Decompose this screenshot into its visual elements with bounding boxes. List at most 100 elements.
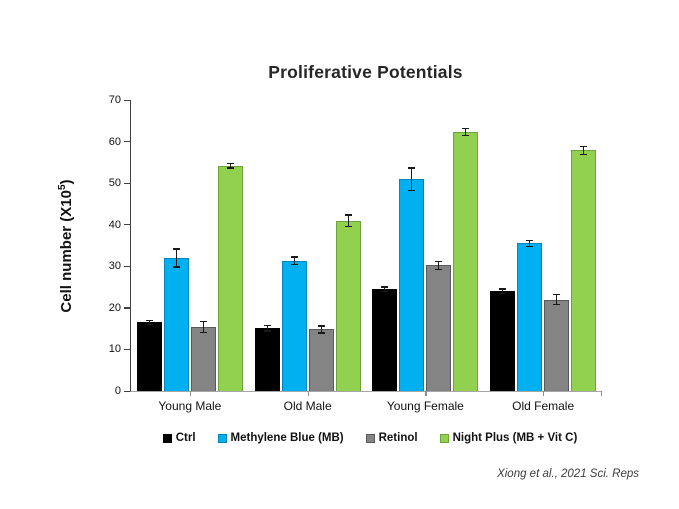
error-bar-stem-retinol-old-female <box>556 294 558 305</box>
error-bar-cap-top-night-plus-mb-vit-c-old-male <box>344 214 352 216</box>
y-tick-mark-50 <box>124 182 130 184</box>
error-bar-cap-top-ctrl-old-female <box>499 288 507 290</box>
error-bar-cap-top-retinol-old-female <box>553 293 561 295</box>
y-tick-label-0: 0 <box>114 385 121 397</box>
legend-item-methylene-blue-mb: Methylene Blue (MB) <box>217 432 344 444</box>
error-bar-stem-methylene-blue-mb-old-female <box>529 241 531 246</box>
legend-swatch-retinol-icon <box>365 433 375 443</box>
y-tick-mark-40 <box>124 224 130 226</box>
bar-night-plus-mb-vit-c-old-male <box>335 220 361 391</box>
error-bar-stem-retinol-young-female <box>438 261 440 270</box>
error-bar-stem-ctrl-young-female <box>384 287 386 291</box>
error-bar-cap-top-night-plus-mb-vit-c-old-female <box>580 145 588 147</box>
x-tick-mark-young-female <box>425 391 427 396</box>
x-tick-mark-young-male <box>189 391 192 396</box>
bar-retinol-old-male <box>308 329 334 391</box>
category-label-old-male: Old Male <box>283 399 332 413</box>
legend-swatch-methylene-blue-mb-icon <box>217 433 227 443</box>
error-bar-cap-top-methylene-blue-mb-old-male <box>290 256 298 258</box>
legend-swatch-night-plus-mb-vit-c-icon <box>439 433 449 443</box>
bar-ctrl-young-male <box>136 322 162 391</box>
error-bar-cap-top-retinol-young-male <box>199 320 207 322</box>
category-label-young-female: Young Female <box>386 399 464 413</box>
error-bar-stem-ctrl-young-male <box>148 320 150 325</box>
error-bar-cap-bottom-night-plus-mb-vit-c-young-female <box>462 134 470 136</box>
error-bar-stem-ctrl-old-female <box>502 289 504 293</box>
error-bar-cap-bottom-night-plus-mb-vit-c-young-male <box>226 167 234 169</box>
error-bar-cap-top-retinol-old-male <box>317 325 325 327</box>
y-tick-label-10: 10 <box>108 343 121 356</box>
error-bar-cap-bottom-methylene-blue-mb-young-male <box>172 266 180 268</box>
y-axis-label-superscript: 5 <box>57 184 68 191</box>
y-tick-label-20: 20 <box>108 301 121 314</box>
legend-item-ctrl: Ctrl <box>162 432 196 444</box>
error-bar-stem-night-plus-mb-vit-c-old-female <box>583 147 585 154</box>
legend-item-night-plus-mb-vit-c: Night Plus (MB + Vit C) <box>439 432 578 444</box>
error-bar-stem-night-plus-mb-vit-c-young-male <box>229 164 231 168</box>
error-bar-cap-bottom-retinol-old-male <box>317 332 325 334</box>
legend: Ctrl Methylene Blue (MB) Retinol Night Plus… <box>100 429 640 447</box>
error-bar-cap-top-methylene-blue-mb-young-female <box>408 167 416 169</box>
error-bar-cap-bottom-ctrl-old-male <box>263 330 271 332</box>
error-bar-stem-methylene-blue-mb-young-female <box>411 168 413 191</box>
bar-ctrl-old-male <box>254 328 280 391</box>
error-bar-cap-bottom-methylene-blue-mb-old-female <box>526 245 534 247</box>
bar-night-plus-mb-vit-c-young-female <box>453 131 479 391</box>
error-bar-stem-retinol-young-male <box>202 322 204 332</box>
error-bar-cap-bottom-retinol-young-female <box>435 269 443 271</box>
error-bar-stem-ctrl-old-male <box>266 326 268 331</box>
error-bar-stem-night-plus-mb-vit-c-young-female <box>465 128 467 135</box>
error-bar-cap-bottom-retinol-old-female <box>553 304 561 306</box>
legend-label-ctrl: Ctrl <box>175 432 196 444</box>
y-tick-mark-30 <box>124 265 130 267</box>
bar-night-plus-mb-vit-c-old-female <box>571 150 597 391</box>
y-tick-mark-60 <box>124 141 130 143</box>
y-tick-label-40: 40 <box>108 218 121 231</box>
error-bar-stem-methylene-blue-mb-old-male <box>293 257 295 265</box>
y-axis-label: Cell number (X105) <box>57 96 75 396</box>
x-tick-mark-old-female <box>543 391 545 396</box>
error-bar-cap-bottom-night-plus-mb-vit-c-old-male <box>344 225 352 227</box>
bar-ctrl-young-female <box>372 289 398 391</box>
error-bar-cap-top-retinol-young-female <box>435 260 443 262</box>
y-axis-label-close: ) <box>58 179 75 185</box>
error-bar-cap-bottom-methylene-blue-mb-old-male <box>290 264 298 266</box>
error-bar-cap-bottom-methylene-blue-mb-young-female <box>408 190 416 192</box>
category-label-old-female: Old Female <box>512 399 575 413</box>
bar-retinol-young-female <box>426 265 452 391</box>
y-tick-label-70: 70 <box>108 94 121 106</box>
error-bar-stem-retinol-old-male <box>320 326 322 333</box>
y-tick-mark-20 <box>124 307 130 309</box>
error-bar-cap-bottom-ctrl-young-female <box>381 290 389 293</box>
bar-retinol-old-female <box>544 299 570 391</box>
error-bar-cap-top-night-plus-mb-vit-c-young-female <box>462 127 470 129</box>
chart-title: Proliferative Potentials <box>268 62 463 82</box>
error-bar-cap-bottom-ctrl-old-female <box>499 292 507 295</box>
y-tick-label-60: 60 <box>108 135 121 148</box>
error-bar-cap-bottom-retinol-young-male <box>199 331 207 334</box>
y-tick-mark-10 <box>124 348 130 351</box>
error-bar-cap-top-ctrl-young-female <box>381 286 389 288</box>
error-bar-cap-top-ctrl-young-male <box>145 319 153 321</box>
category-label-young-male: Young Male <box>158 399 222 413</box>
y-axis-label-text: Cell number (X10 <box>58 190 75 313</box>
bar-night-plus-mb-vit-c-young-male <box>217 165 243 391</box>
error-bar-cap-bottom-ctrl-young-male <box>145 324 153 326</box>
error-bar-cap-bottom-night-plus-mb-vit-c-old-female <box>580 153 588 155</box>
bar-methylene-blue-mb-old-female <box>517 243 543 391</box>
error-bar-stem-night-plus-mb-vit-c-old-male <box>347 215 349 226</box>
error-bar-cap-top-methylene-blue-mb-old-female <box>526 240 534 242</box>
x-axis-end-tick <box>601 391 603 396</box>
error-bar-cap-top-ctrl-old-male <box>263 324 271 327</box>
y-tick-mark-70 <box>124 99 130 101</box>
legend-label-night-plus-mb-vit-c: Night Plus (MB + Vit C) <box>452 432 578 444</box>
plot-area: 0 10 20 30 40 50 60 70 Young Male Old Male Young F… <box>109 94 603 413</box>
legend-label-retinol: Retinol <box>378 432 418 444</box>
x-tick-mark-old-male <box>307 391 309 396</box>
error-bar-stem-methylene-blue-mb-young-male <box>175 249 177 267</box>
bar-ctrl-old-female <box>490 291 516 391</box>
bar-retinol-young-male <box>190 326 216 391</box>
bar-methylene-blue-mb-old-male <box>281 260 307 391</box>
y-tick-label-50: 50 <box>108 177 121 190</box>
